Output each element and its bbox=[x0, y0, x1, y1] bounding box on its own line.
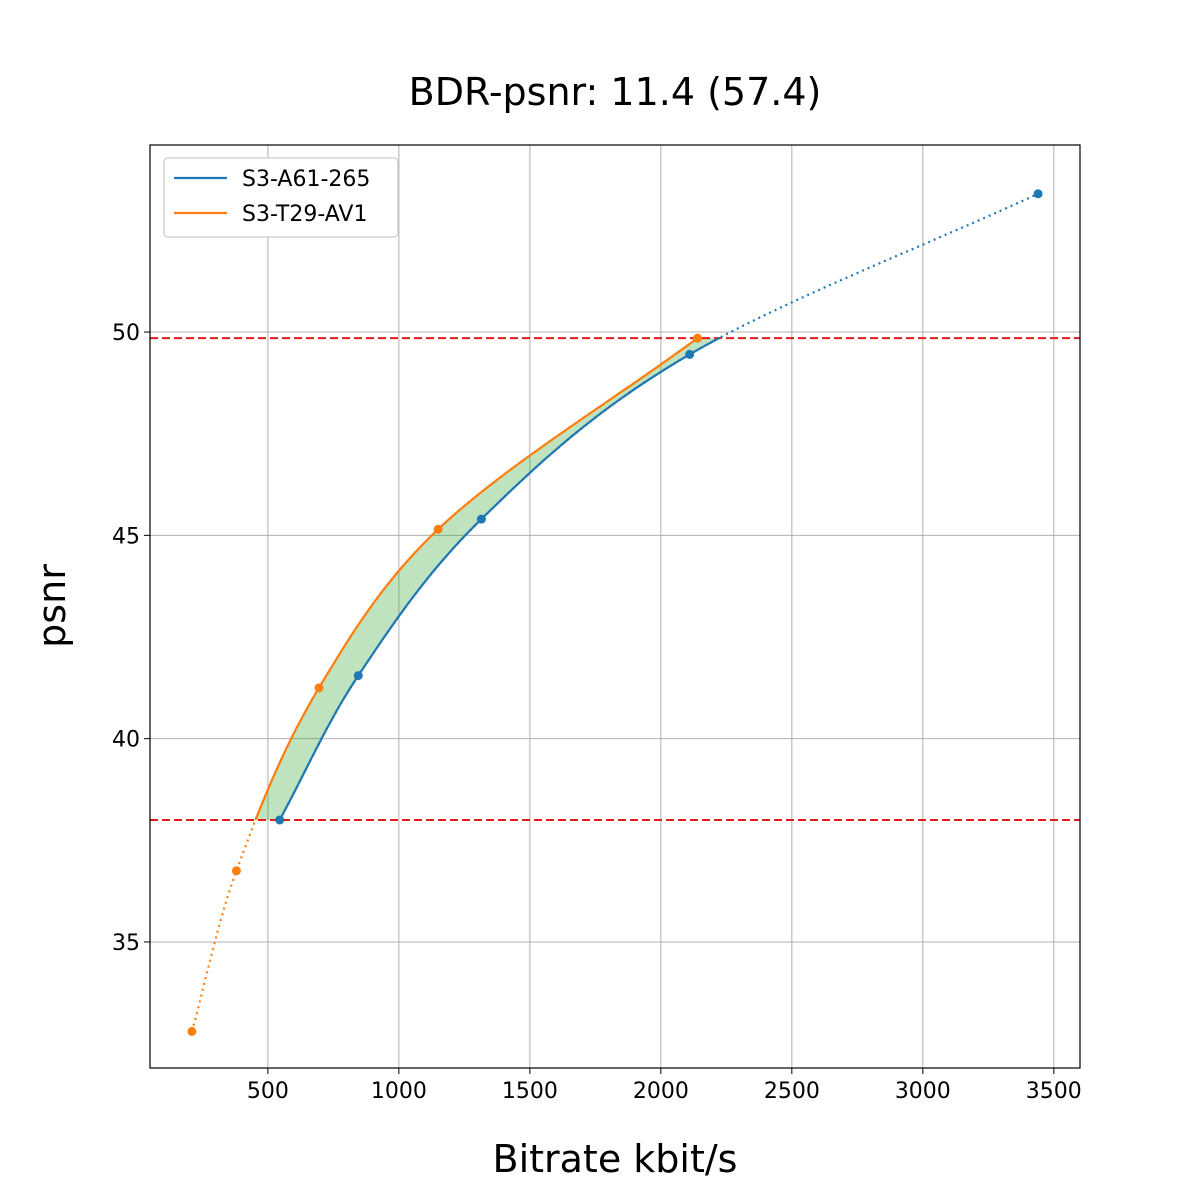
data-points bbox=[187, 189, 1043, 1036]
y-axis-label: psnr bbox=[30, 564, 74, 648]
y-tick-label: 35 bbox=[112, 931, 140, 956]
y-tick-label: 50 bbox=[112, 321, 140, 346]
data-point bbox=[433, 524, 443, 534]
series-solid-line bbox=[278, 337, 720, 821]
y-tick-label: 45 bbox=[112, 524, 140, 549]
series-lines bbox=[190, 192, 1039, 1032]
bd-area-fill bbox=[255, 338, 719, 820]
legend: S3-A61-265 S3-T29-AV1 bbox=[163, 157, 399, 238]
x-tick-label: 2000 bbox=[633, 1079, 689, 1104]
x-tick-label: 1000 bbox=[371, 1079, 427, 1104]
threshold-lines bbox=[150, 337, 1080, 821]
x-tick-label: 2500 bbox=[764, 1079, 820, 1104]
data-point bbox=[275, 815, 285, 825]
series-dotted-line bbox=[278, 192, 1039, 821]
x-axis-label: Bitrate kbit/s bbox=[493, 1137, 738, 1181]
x-tick-label: 3500 bbox=[1026, 1079, 1082, 1104]
grid bbox=[150, 145, 1080, 1068]
data-point bbox=[693, 333, 703, 343]
data-point bbox=[476, 514, 486, 524]
data-point bbox=[685, 349, 695, 359]
legend-label-series-2: S3-T29-AV1 bbox=[242, 202, 367, 227]
data-point bbox=[187, 1026, 197, 1036]
axis-ticks: 500 1000 1500 2000 2500 3000 3500 35 40 45 50 bbox=[112, 321, 1082, 1104]
legend-label-series-1: S3-A61-265 bbox=[242, 167, 370, 192]
bd-area-polygon bbox=[255, 338, 719, 820]
data-point bbox=[1033, 189, 1043, 199]
data-point bbox=[353, 671, 363, 681]
x-tick-label: 500 bbox=[247, 1079, 289, 1104]
x-tick-label: 3000 bbox=[895, 1079, 951, 1104]
chart-title: BDR-psnr: 11.4 (57.4) bbox=[409, 70, 822, 114]
data-point bbox=[231, 866, 241, 876]
plot-frame bbox=[149, 144, 1081, 1069]
x-tick-label: 1500 bbox=[502, 1079, 558, 1104]
series-solid-line bbox=[254, 337, 699, 821]
y-tick-label: 40 bbox=[112, 728, 140, 753]
data-point bbox=[314, 683, 324, 693]
